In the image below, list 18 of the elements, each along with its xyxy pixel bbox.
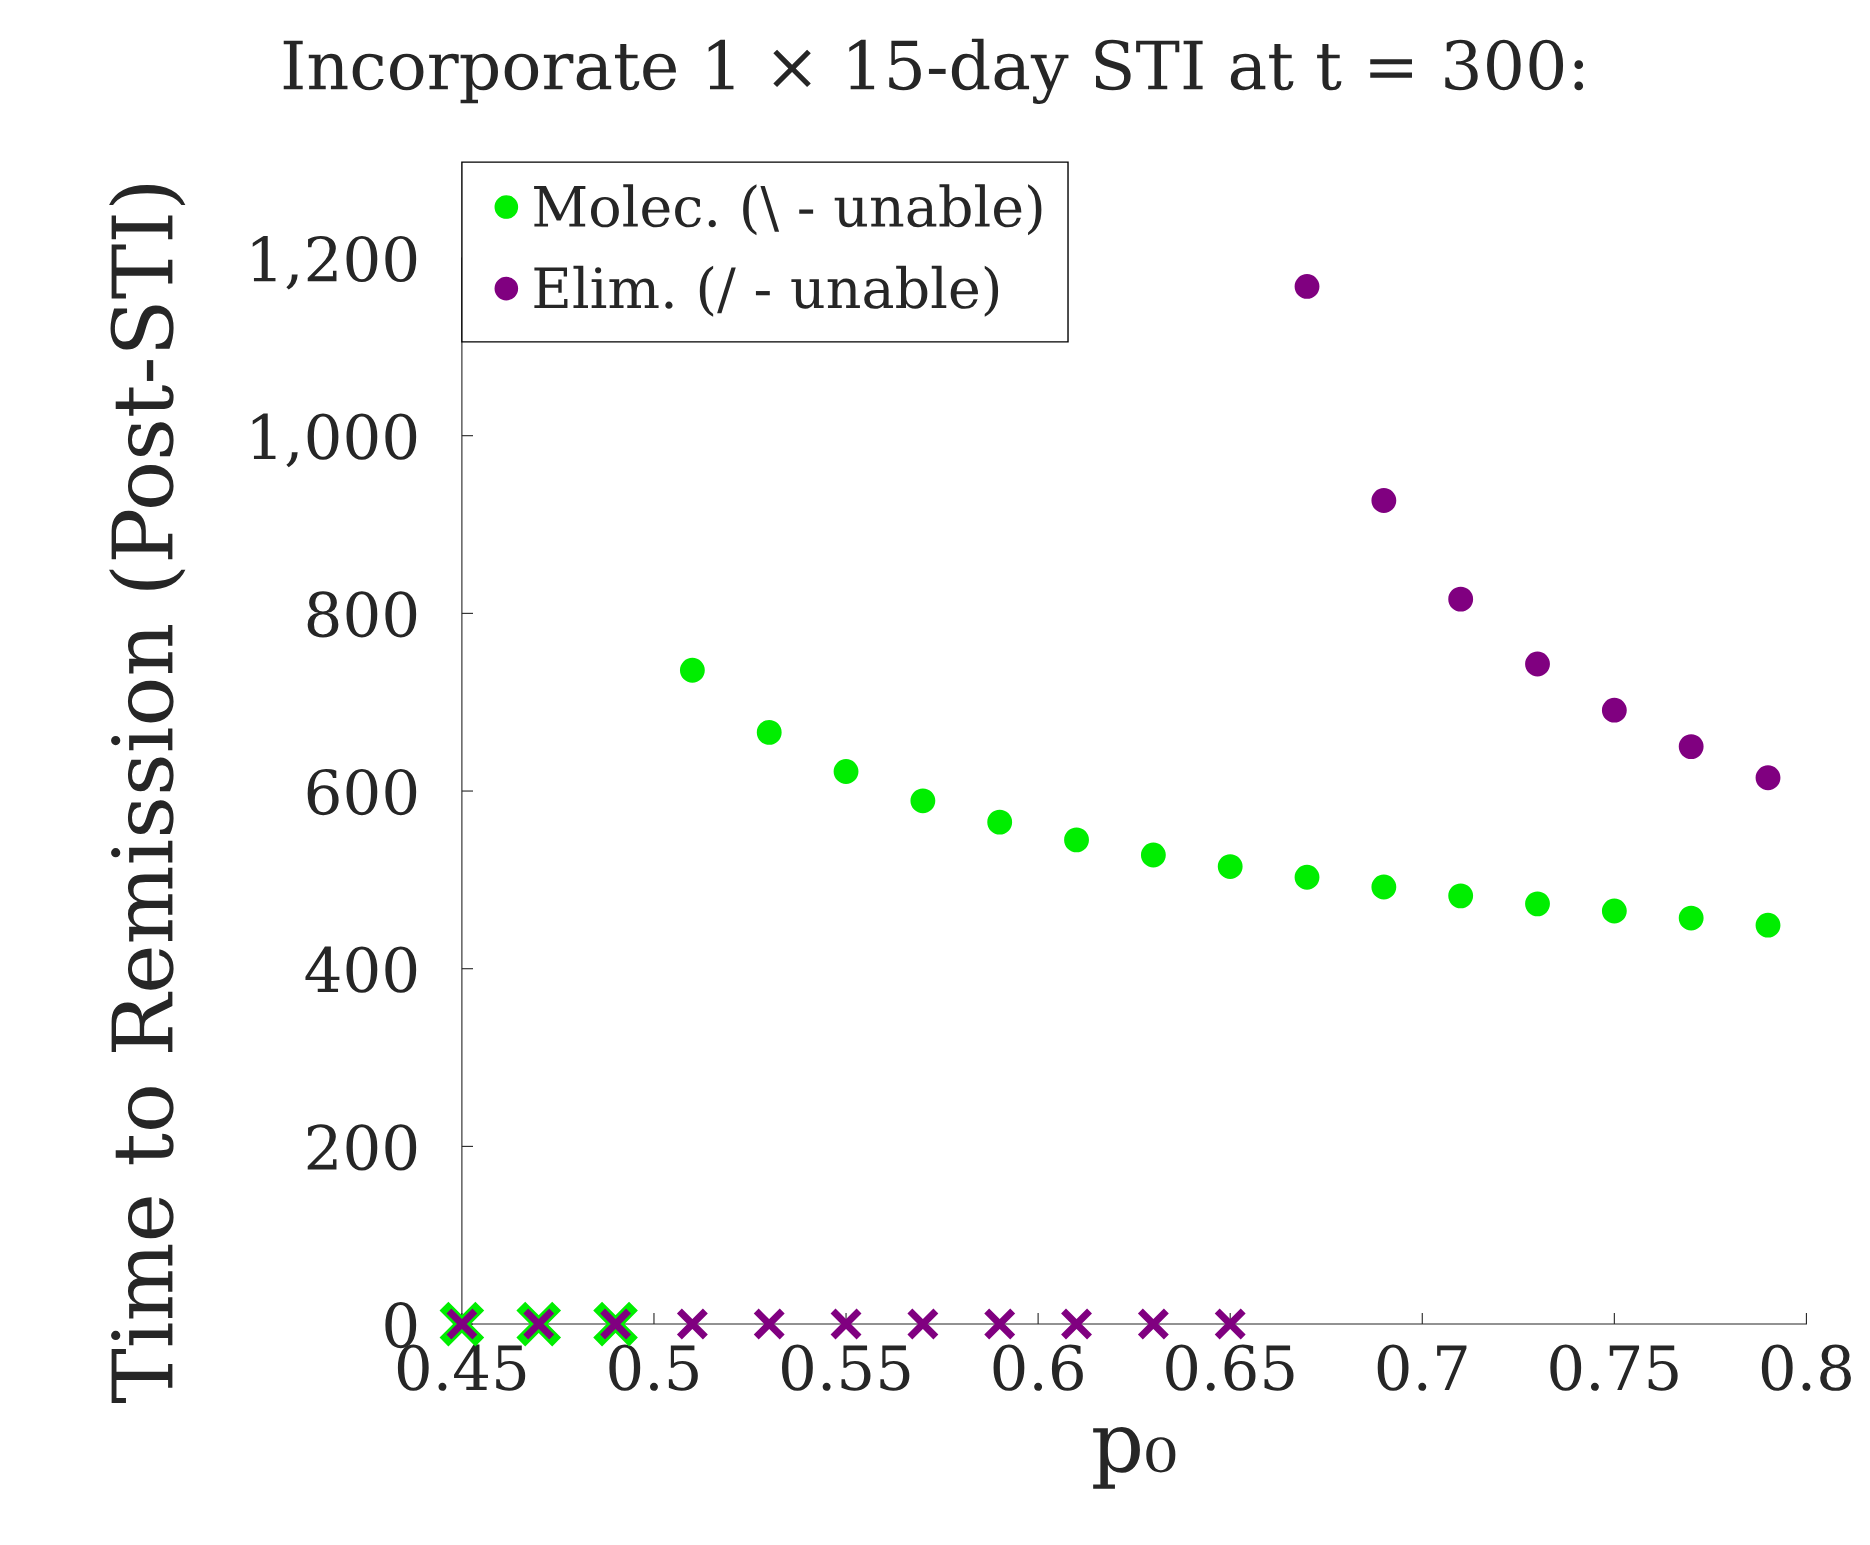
x-tick-label: 0.7 bbox=[1377, 1344, 1467, 1391]
x-tick-label: 0.75 bbox=[1550, 1344, 1678, 1391]
x-tick-label: 0.5 bbox=[609, 1344, 698, 1391]
legend-label: Elim. (/ - unable) bbox=[534, 265, 999, 317]
y-axis-title: Time to Remission (Post-STI) bbox=[109, 184, 186, 1403]
y-tick-label: 200 bbox=[307, 1124, 417, 1171]
y-tick-label: 1,000 bbox=[252, 413, 417, 468]
x-tick-label: 0.55 bbox=[782, 1344, 910, 1391]
chart-title: Incorporate 1 × 15-day STI at t = 300: bbox=[283, 38, 1584, 105]
x-tick-label: 0.6 bbox=[993, 1344, 1083, 1391]
y-tick-label: 600 bbox=[307, 768, 417, 816]
x-axis-title: p₀ bbox=[1093, 1427, 1176, 1489]
y-tick-label: 1,200 bbox=[252, 235, 417, 290]
y-tick-label: 400 bbox=[305, 946, 417, 993]
y-tick-label: 800 bbox=[307, 591, 417, 638]
x-tick-label: 0.8 bbox=[1761, 1344, 1851, 1391]
legend-label: Molec. (\ - unable) bbox=[534, 184, 1042, 236]
x-tick-label: 0.65 bbox=[1166, 1344, 1294, 1391]
